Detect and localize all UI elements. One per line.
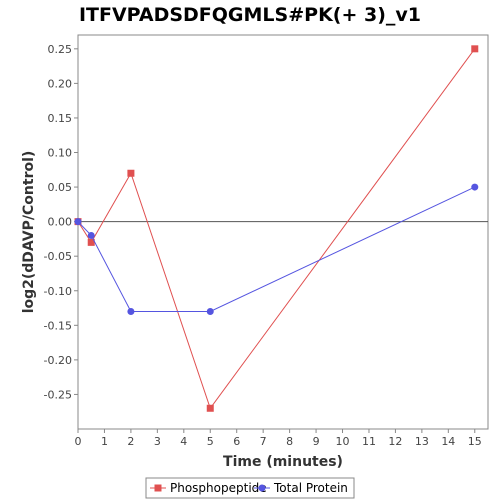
chart-title: ITFVPADSDFQGMLS#PK(+ 3)_v1 xyxy=(79,4,421,26)
legend: Phosphopeptide Total Protein xyxy=(145,477,355,499)
y-tick-label: -0.20 xyxy=(44,354,72,367)
y-tick-label: -0.05 xyxy=(44,250,72,263)
x-axis: 0 1 2 3 4 5 6 7 8 9 10 11 12 13 14 15 xyxy=(75,429,482,448)
y-tick-label: 0.15 xyxy=(48,112,73,125)
y-tick-label: -0.25 xyxy=(44,388,72,401)
y-tick-label: 0.20 xyxy=(48,77,73,90)
x-tick-label: 7 xyxy=(260,435,267,448)
y-tick-label: 0.25 xyxy=(48,43,73,56)
y-axis-label: log2(dDAVP/Control) xyxy=(21,151,37,314)
legend-box xyxy=(145,477,355,499)
x-tick-label: 9 xyxy=(313,435,320,448)
x-tick-label: 10 xyxy=(336,435,350,448)
x-tick-label: 0 xyxy=(75,435,82,448)
x-tick-label: 13 xyxy=(415,435,429,448)
total-protein-point xyxy=(87,231,95,239)
x-tick-label: 2 xyxy=(127,435,134,448)
legend-phosphopeptide-label: Phosphopeptide xyxy=(170,481,267,495)
y-axis: -0.25 -0.20 -0.15 -0.10 -0.05 0.00 0.05 0.10 0.1… xyxy=(44,43,78,401)
legend-total-protein-label: Total Protein xyxy=(273,481,348,495)
x-tick-label: 14 xyxy=(441,435,455,448)
total-protein-point xyxy=(471,183,479,191)
x-tick-label: 5 xyxy=(207,435,214,448)
x-tick-label: 8 xyxy=(286,435,293,448)
x-tick-label: 4 xyxy=(180,435,187,448)
phosphopeptide-point xyxy=(127,169,135,177)
phosphopeptide-point xyxy=(87,238,95,246)
y-tick-label: 0.00 xyxy=(48,216,73,229)
total-protein-point xyxy=(206,307,214,315)
phosphopeptide-point xyxy=(471,45,479,53)
total-protein-point xyxy=(127,307,135,315)
series-layer xyxy=(74,45,479,412)
x-tick-label: 12 xyxy=(388,435,402,448)
y-tick-label: 0.10 xyxy=(48,147,73,160)
y-tick-label: 0.05 xyxy=(48,181,73,194)
x-tick-label: 11 xyxy=(362,435,376,448)
legend-phosphopeptide-marker xyxy=(154,484,162,492)
x-tick-label: 3 xyxy=(154,435,161,448)
y-tick-label: -0.15 xyxy=(44,319,72,332)
y-tick-label: -0.10 xyxy=(44,285,72,298)
x-tick-label: 15 xyxy=(468,435,482,448)
plot-area xyxy=(77,34,489,430)
phosphopeptide-point xyxy=(206,404,214,412)
x-axis-label: Time (minutes) xyxy=(223,454,343,470)
total-protein-point xyxy=(74,218,82,226)
legend-total-protein-marker xyxy=(258,484,266,492)
x-tick-label: 1 xyxy=(101,435,108,448)
x-tick-label: 6 xyxy=(233,435,240,448)
